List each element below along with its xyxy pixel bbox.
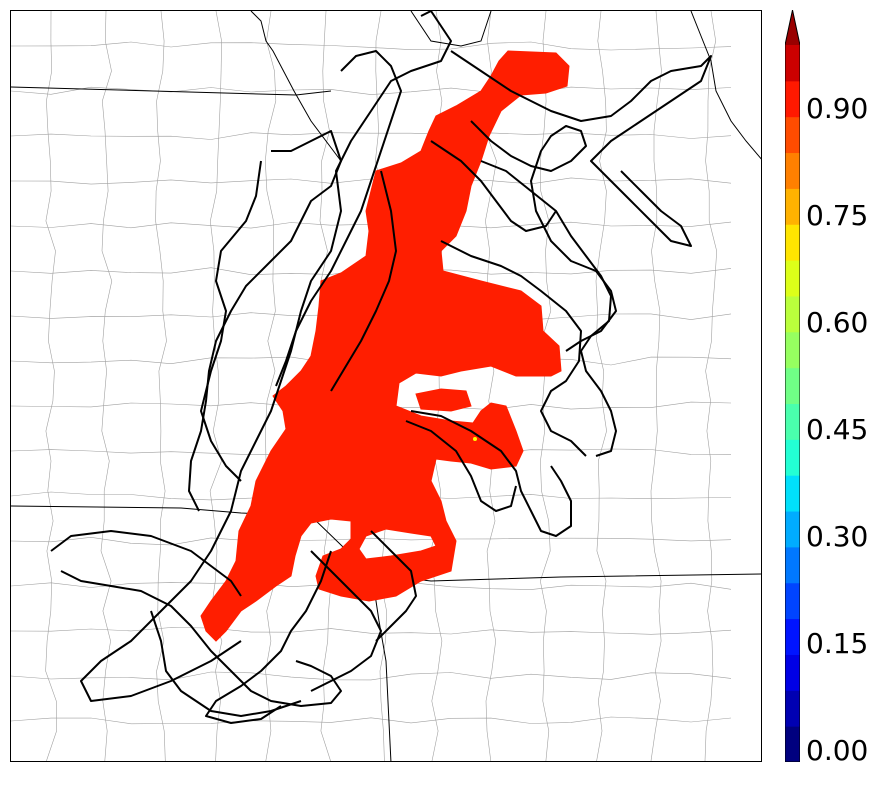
county-line [100,11,113,761]
track-13 [150,610,302,717]
colorbar-tick-6: 0.90 [806,92,869,125]
colorbar-segment [785,188,800,225]
colorbar-extend-arrow [785,10,800,45]
colorbar-segment [785,224,800,261]
county-line [11,627,732,635]
colorbar-segment [785,116,800,154]
track-4 [200,160,262,482]
state-border-ms [372,580,392,761]
map-panel [10,10,762,762]
track-2 [450,50,712,247]
state-border-river-east [690,11,761,160]
county-line [45,11,57,761]
track-5 [275,50,402,387]
colorbar-segment [785,726,800,762]
colorbar-segment [785,403,800,440]
colorbar-segment [785,546,800,584]
county-line [539,11,552,761]
county-line [11,41,732,51]
colorbar-segment [785,439,800,476]
colorbar-segment [785,367,800,404]
state-border-ne [410,11,492,47]
colorbar-segment [785,260,800,297]
track-16 [370,530,417,642]
colorbar-segment [785,511,800,548]
county-line [11,716,732,725]
state-borders [11,11,761,761]
member-tracks [50,11,712,724]
colorbar-tick-4: 0.60 [806,306,869,339]
county-line [264,11,277,761]
track-9 [410,410,572,537]
probability-swath [200,50,570,642]
track-1 [80,11,452,702]
track-8 [440,240,587,457]
colorbar-tick-3: 0.45 [806,413,869,446]
track-7 [480,160,617,457]
swath-polygon [200,50,570,642]
county-line [11,536,732,546]
county-line [704,11,718,761]
track-6 [470,120,617,352]
state-border-south [11,505,372,575]
colorbar-outline [785,10,800,762]
colorbar-segment [785,45,800,82]
track-18 [330,170,397,392]
track-10 [405,420,517,512]
state-border-missouri-west [250,11,342,162]
swath-speck [473,437,477,441]
colorbar-segment [785,618,800,655]
county-line [595,11,607,761]
colorbar-segment [785,654,800,691]
track-17 [430,140,557,232]
colorbar-segment [785,475,800,512]
track-15 [205,550,332,724]
colorbar-tick-0: 0.00 [806,734,869,767]
county-line [209,11,223,761]
state-border-north [11,86,332,96]
colorbar-tick-5: 0.75 [806,199,869,232]
colorbar-segment [785,582,800,620]
colorbar-tick-1: 0.15 [806,627,869,660]
colorbar [785,10,800,762]
county-line [11,671,732,681]
county-line [650,11,662,761]
county-line [155,11,167,761]
track-3 [188,130,342,512]
colorbar-segment [785,690,800,727]
map-canvas [11,11,761,761]
track-12 [60,570,342,707]
colorbar-segment [785,331,800,369]
colorbar-segment [785,295,800,333]
track-14 [310,550,382,692]
colorbar-segment [785,80,800,118]
county-line [11,86,732,95]
track-11 [50,530,242,597]
colorbar-segment [785,152,800,189]
colorbar-tick-2: 0.30 [806,520,869,553]
county-line [11,132,732,140]
